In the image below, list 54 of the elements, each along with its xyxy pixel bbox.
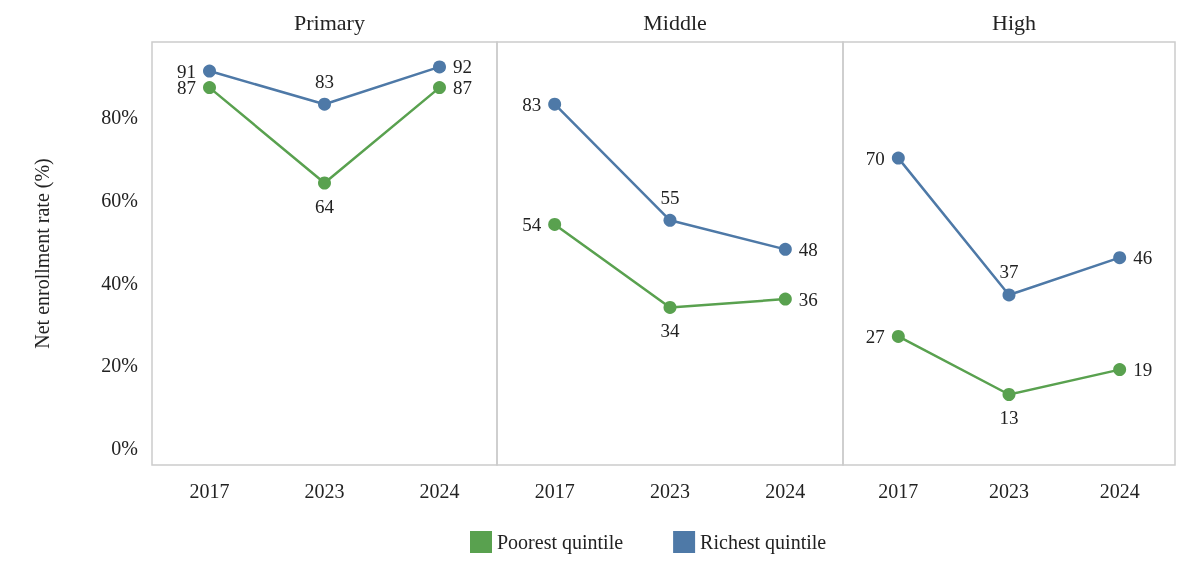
data-label: 46 (1133, 247, 1153, 269)
y-axis-title: Net enrollment rate (%) (31, 158, 54, 349)
point (203, 64, 216, 78)
data-label: 70 (865, 147, 885, 169)
x-tick-label: 2023 (989, 480, 1029, 502)
x-tick-label: 2024 (765, 480, 806, 502)
data-label: 19 (1133, 359, 1153, 381)
y-tick-label: 80% (101, 105, 138, 128)
y-tick-label: 0% (111, 437, 138, 460)
x-tick-label: 2017 (534, 480, 575, 502)
x-tick-label: 2023 (650, 480, 690, 502)
point (1002, 288, 1016, 302)
chart-title: High (992, 9, 1036, 35)
data-label: 83 (522, 93, 542, 115)
point (1113, 363, 1127, 377)
data-label: 13 (999, 407, 1019, 428)
data-label: 36 (798, 288, 818, 310)
x-tick-label: 2017 (189, 480, 230, 502)
point (1002, 388, 1016, 401)
legend-label: Richest quintile (700, 531, 827, 554)
point (548, 217, 562, 231)
x-tick-label: 2017 (878, 480, 919, 502)
point (1113, 251, 1127, 265)
data-label: 48 (798, 238, 818, 260)
data-label: 92 (453, 56, 472, 78)
point (203, 81, 216, 95)
y-tick-label: 60% (101, 188, 138, 211)
point (548, 97, 562, 111)
chart-title: Middle (643, 9, 707, 35)
x-tick-label: 2023 (304, 480, 345, 502)
data-label: 37 (999, 261, 1019, 283)
x-tick-label: 2024 (1099, 480, 1140, 502)
point (778, 292, 792, 306)
y-tick-label: 20% (101, 354, 138, 377)
point (433, 81, 446, 95)
data-label: 54 (522, 213, 542, 235)
point (318, 176, 331, 190)
y-tick-label: 40% (101, 271, 138, 294)
point (318, 97, 331, 111)
data-label: 55 (660, 186, 680, 208)
data-label: 27 (865, 325, 885, 347)
data-label: 64 (315, 195, 335, 217)
point (891, 329, 905, 343)
point (778, 242, 792, 256)
x-tick-label: 2024 (419, 480, 460, 502)
point (663, 213, 677, 227)
point (663, 300, 677, 314)
data-label: 83 (315, 70, 334, 92)
point (433, 60, 446, 74)
data-label: 87 (453, 77, 472, 99)
chart-title: Primary (294, 9, 365, 35)
data-label: 34 (660, 319, 680, 341)
point (891, 151, 905, 165)
legend-label: Poorest quintile (497, 531, 624, 554)
